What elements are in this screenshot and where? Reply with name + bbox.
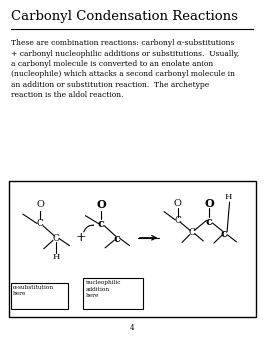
Text: C: C <box>174 216 181 225</box>
Text: O: O <box>205 197 214 209</box>
Text: H: H <box>224 193 232 201</box>
Text: Carbonyl Condensation Reactions: Carbonyl Condensation Reactions <box>11 10 237 23</box>
Text: These are combination reactions: carbonyl α-substitutions
+ carbonyl nucleophili: These are combination reactions: carbony… <box>11 39 239 99</box>
Text: α-substitution
here: α-substitution here <box>13 284 54 296</box>
Text: c: c <box>206 216 213 226</box>
Text: O: O <box>97 199 106 210</box>
Text: nucleophilic
addition
here: nucleophilic addition here <box>86 280 121 298</box>
Text: C: C <box>53 234 59 243</box>
Text: H: H <box>52 253 60 261</box>
Text: c: c <box>114 233 120 244</box>
Text: C: C <box>37 219 44 228</box>
Text: O: O <box>36 200 44 209</box>
FancyArrowPatch shape <box>84 225 93 232</box>
Text: c: c <box>221 228 228 239</box>
Text: +: + <box>75 231 86 244</box>
Text: C: C <box>188 228 195 237</box>
FancyBboxPatch shape <box>83 278 143 309</box>
FancyBboxPatch shape <box>11 283 68 309</box>
Text: c: c <box>98 218 105 229</box>
Text: O: O <box>173 198 181 208</box>
Text: 4: 4 <box>130 325 134 332</box>
FancyBboxPatch shape <box>9 181 256 317</box>
